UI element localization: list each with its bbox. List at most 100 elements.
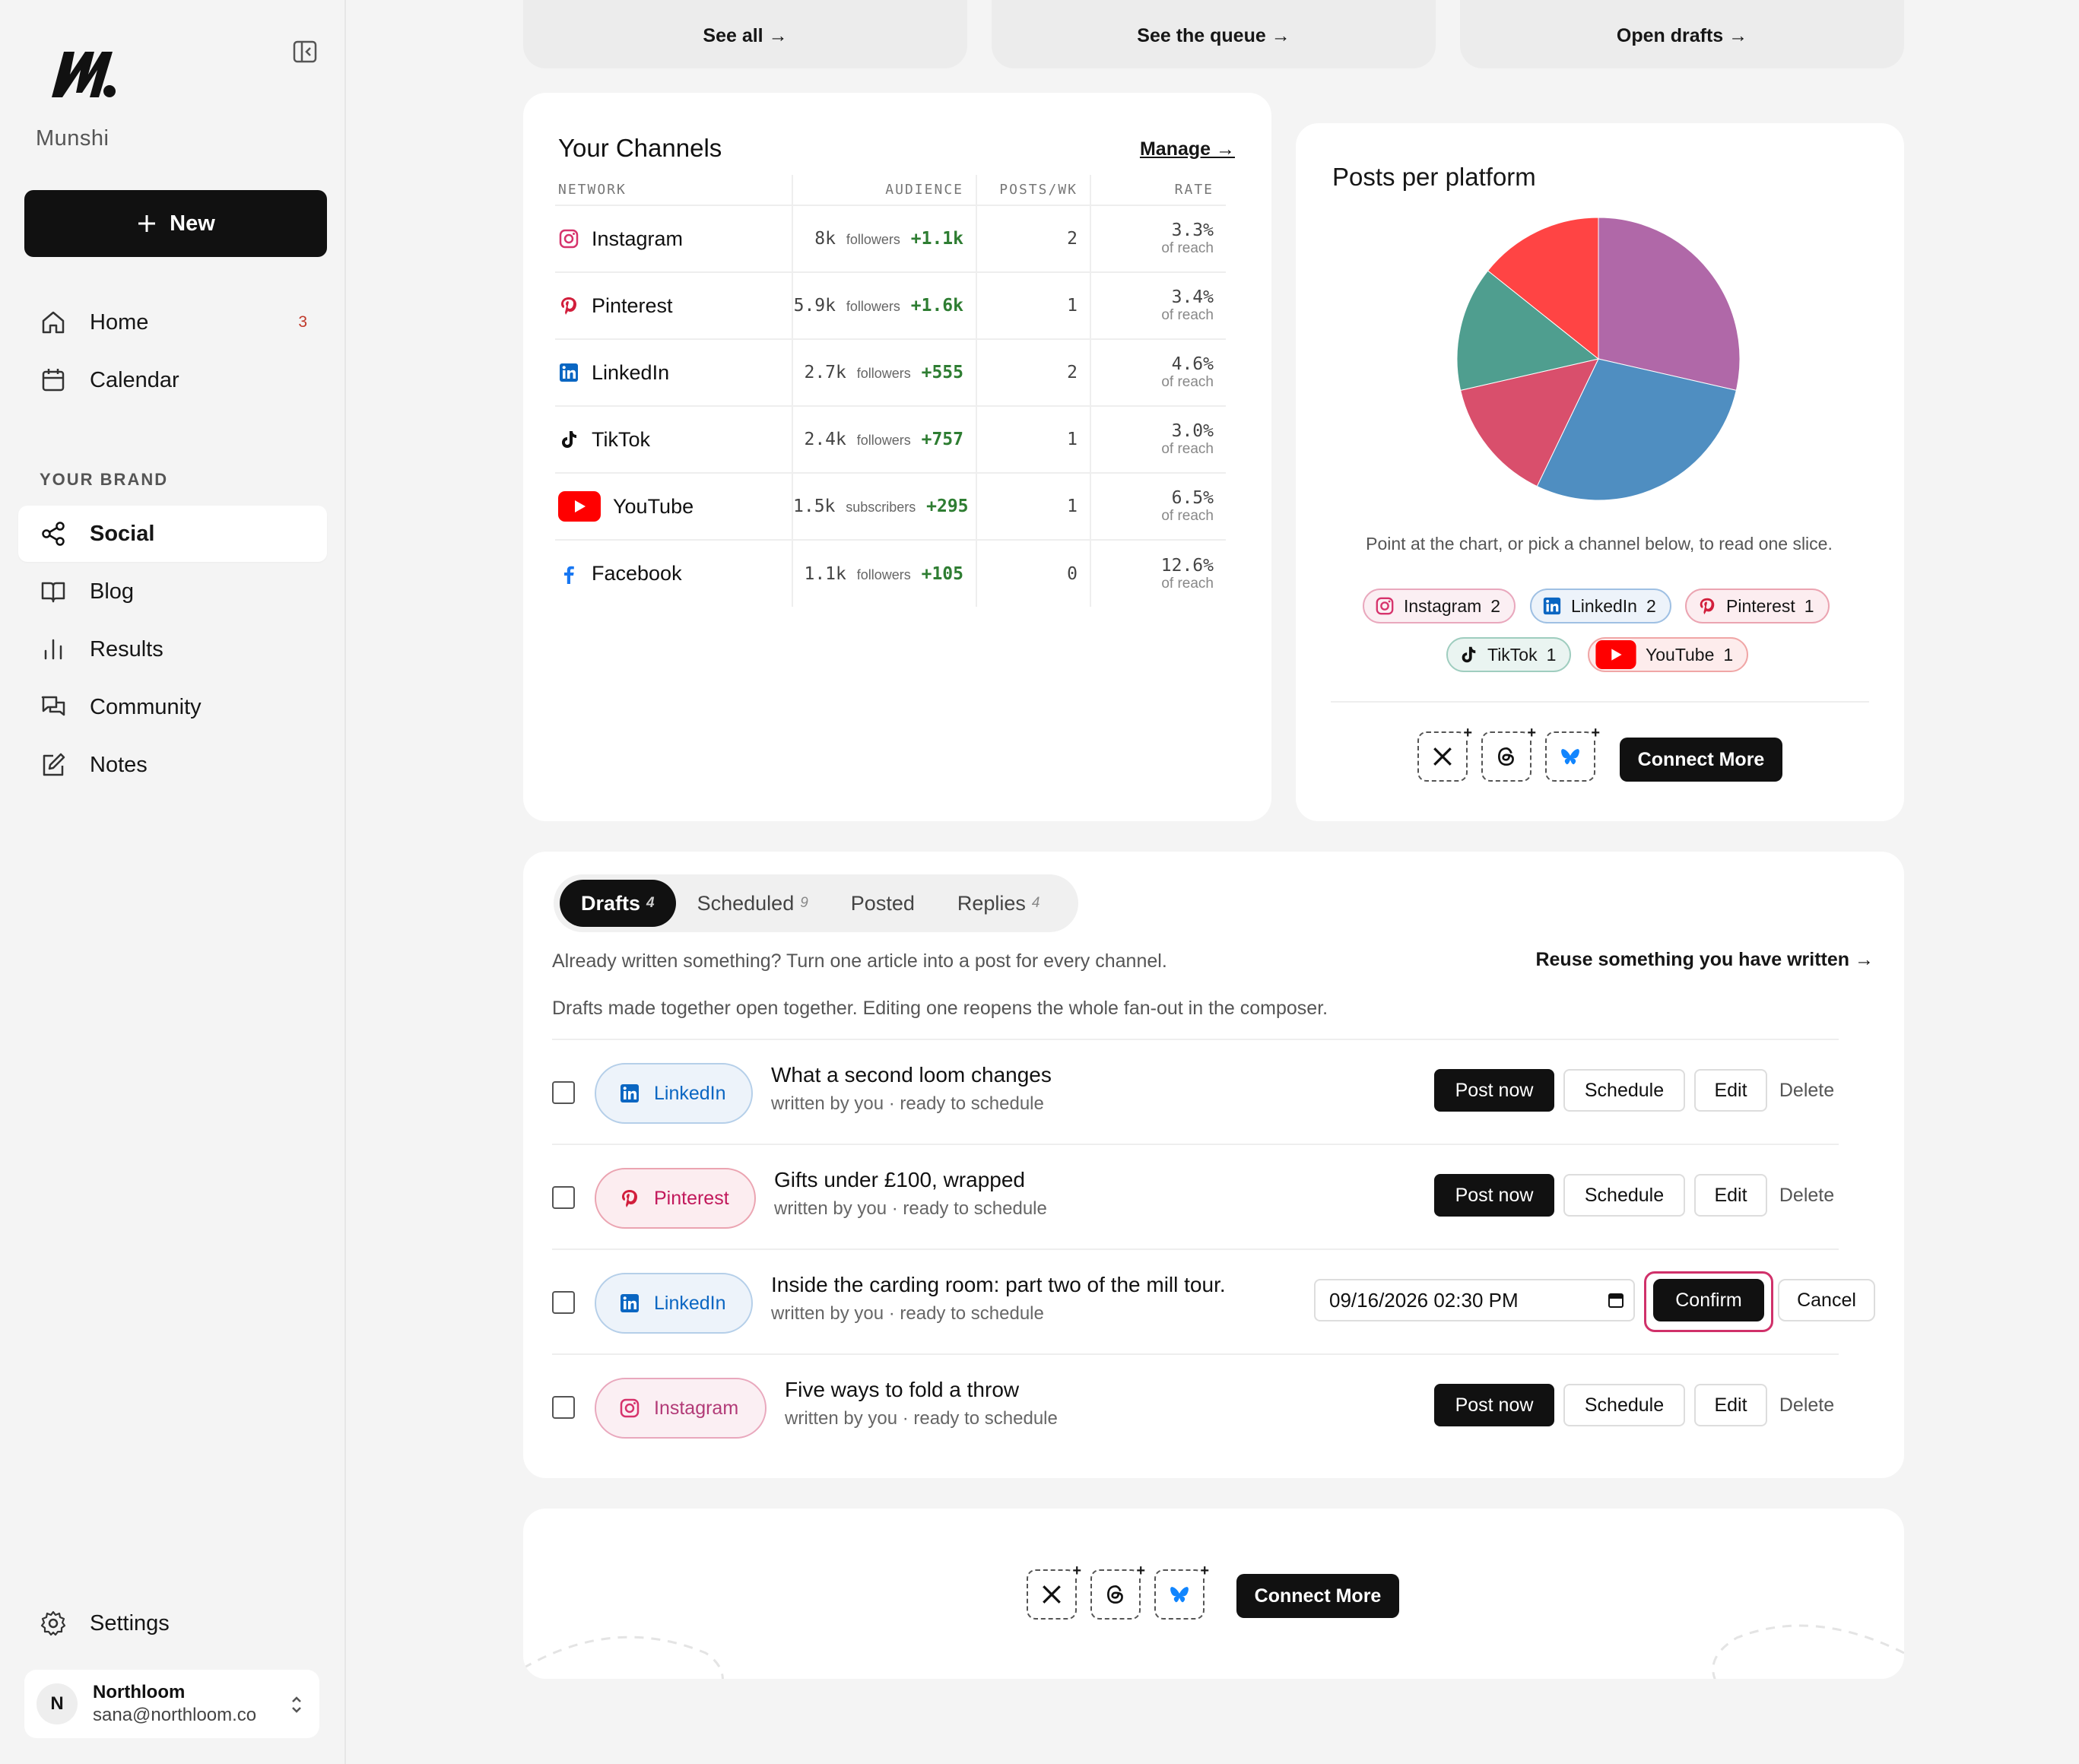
see-all-link[interactable]: See all → (523, 0, 967, 68)
account-switcher[interactable]: N Northloom sana@northloom.co (24, 1670, 319, 1738)
chip-label: TikTok (1487, 644, 1538, 665)
select-checkbox[interactable] (552, 1081, 575, 1104)
connect-card: + + + Connect More (523, 1509, 1904, 1679)
munshi-logo[interactable] (47, 44, 120, 102)
post-now-button[interactable]: Post now (1434, 1384, 1554, 1426)
manage-link[interactable]: Manage → (1139, 138, 1235, 160)
pie-slice-linkedin[interactable] (1536, 358, 1737, 501)
add-x-button[interactable]: + (1027, 1563, 1081, 1620)
pie-slice-instagram[interactable] (1598, 217, 1741, 391)
table-row: TikTok 2.4k followers +757 1 3.0% of reac… (555, 406, 1226, 474)
add-bluesky-button[interactable]: + (1545, 725, 1600, 782)
sidebar-item-calendar[interactable]: Calendar (18, 352, 327, 408)
select-checkbox[interactable] (552, 1186, 575, 1209)
sidebar-item-home[interactable]: Home 3 (18, 294, 327, 351)
add-threads-button[interactable]: + (1481, 725, 1536, 782)
schedule-button[interactable]: Schedule (1563, 1174, 1685, 1217)
sidebar-item-notes[interactable]: Notes (18, 737, 327, 793)
draft-title[interactable]: Gifts under £100, wrapped (774, 1168, 1025, 1191)
decorative-curve (523, 1636, 724, 1679)
post-now-button[interactable]: Post now (1434, 1174, 1554, 1217)
edit-button[interactable]: Edit (1694, 1069, 1767, 1112)
tab-drafts[interactable]: Drafts 4 (560, 880, 676, 927)
chip-count: 1 (1723, 644, 1734, 665)
add-x-button[interactable]: + (1417, 725, 1472, 782)
see-queue-link[interactable]: See the queue → (992, 0, 1436, 68)
chart-title: Posts per platform (1332, 163, 1536, 191)
chip-youtube[interactable]: YouTube 1 (1588, 637, 1749, 672)
select-checkbox[interactable] (552, 1291, 575, 1314)
pie-slice-youtube[interactable] (1487, 217, 1599, 360)
sidebar-item-social[interactable]: Social (18, 506, 327, 562)
audience-growth: +1.6k (910, 296, 963, 316)
confirm-button[interactable]: Confirm (1653, 1279, 1764, 1321)
tab-posted[interactable]: Posted (830, 880, 936, 927)
audience-unit: followers (856, 433, 911, 448)
calendar-icon[interactable] (1608, 1291, 1624, 1309)
connect-more-button[interactable]: Connect More (1620, 738, 1782, 782)
reuse-link[interactable]: Reuse something you have written → (1535, 949, 1874, 970)
new-button[interactable]: New (24, 190, 327, 257)
drafts-card: Drafts 4 Scheduled 9 Posted Replies 4 Alrea… (523, 852, 1904, 1478)
audience-growth: +1.1k (910, 229, 963, 249)
tab-replies[interactable]: Replies 4 (936, 880, 1062, 927)
sidebar-item-label: Home (90, 309, 149, 335)
chip-instagram[interactable]: Instagram 2 (1363, 589, 1516, 623)
edit-button[interactable]: Edit (1694, 1384, 1767, 1426)
pie-chart[interactable] (1454, 214, 1743, 503)
drafts-tabs: Drafts 4 Scheduled 9 Posted Replies 4 (554, 874, 1078, 932)
pinterest-icon (1700, 598, 1715, 615)
network-name: TikTok (592, 427, 651, 451)
network-name: Facebook (592, 562, 682, 585)
post-now-button[interactable]: Post now (1434, 1069, 1554, 1112)
audience-growth: +295 (926, 497, 969, 516)
sidebar-item-label: Settings (90, 1610, 170, 1636)
add-bluesky-button[interactable]: + (1154, 1563, 1209, 1620)
table-row: LinkedIn 2.7k followers +555 2 4.6% of re… (555, 339, 1226, 407)
rate-note: of reach (1161, 575, 1214, 592)
posts-per-week: 2 (976, 339, 1090, 407)
schedule-button[interactable]: Schedule (1563, 1384, 1685, 1426)
chip-label: Pinterest (1726, 595, 1795, 616)
pinterest-icon (561, 297, 576, 315)
chip-linkedin[interactable]: LinkedIn 2 (1530, 589, 1671, 623)
share-icon (42, 522, 65, 546)
pie-slice-pinterest[interactable] (1460, 358, 1599, 487)
delete-button[interactable]: Delete (1776, 1384, 1837, 1426)
instagram-icon (559, 229, 579, 249)
sidebar-item-settings[interactable]: Settings (18, 1595, 327, 1651)
open-drafts-link[interactable]: Open drafts → (1460, 0, 1904, 68)
chip-pinterest[interactable]: Pinterest 1 (1685, 589, 1830, 623)
sidebar-item-blog[interactable]: Blog (18, 563, 327, 620)
sidebar-item-results[interactable]: Results (18, 621, 327, 677)
youtube-icon (1595, 640, 1636, 669)
pie-slice-tiktok[interactable] (1456, 270, 1600, 391)
select-checkbox[interactable] (552, 1396, 575, 1419)
sidebar-item-label: Results (90, 636, 163, 662)
rate-note: of reach (1161, 307, 1214, 323)
sidebar-item-community[interactable]: Community (18, 679, 327, 735)
tab-count: 4 (1031, 895, 1040, 911)
draft-title[interactable]: Inside the carding room: part two of the… (771, 1273, 1226, 1296)
draft-row: LinkedIn What a second loom changes writ… (552, 1039, 1839, 1144)
audience-growth: +757 (921, 430, 963, 449)
chip-tiktok[interactable]: TikTok 1 (1446, 637, 1572, 672)
edit-button[interactable]: Edit (1694, 1174, 1767, 1217)
delete-button[interactable]: Delete (1776, 1174, 1837, 1217)
draft-title[interactable]: What a second loom changes (771, 1063, 1052, 1087)
account-email: sana@northloom.co (93, 1705, 257, 1725)
posts-per-week: 1 (976, 406, 1090, 474)
tab-scheduled[interactable]: Scheduled 9 (676, 880, 830, 927)
add-threads-button[interactable]: + (1090, 1563, 1145, 1620)
schedule-button[interactable]: Schedule (1563, 1069, 1685, 1112)
rate-value: 3.4% (1171, 287, 1214, 307)
cancel-button[interactable]: Cancel (1778, 1279, 1875, 1321)
collapse-sidebar-icon[interactable] (292, 40, 318, 64)
decorative-curve (1712, 1624, 1904, 1679)
connect-more-button[interactable]: Connect More (1236, 1574, 1399, 1618)
book-icon (41, 582, 65, 603)
sidebar-item-label: Community (90, 694, 202, 719)
schedule-datetime-input[interactable]: 09/16/2026 02:30 PM (1314, 1279, 1635, 1321)
delete-button[interactable]: Delete (1776, 1069, 1837, 1112)
draft-title[interactable]: Five ways to fold a throw (785, 1378, 1020, 1401)
